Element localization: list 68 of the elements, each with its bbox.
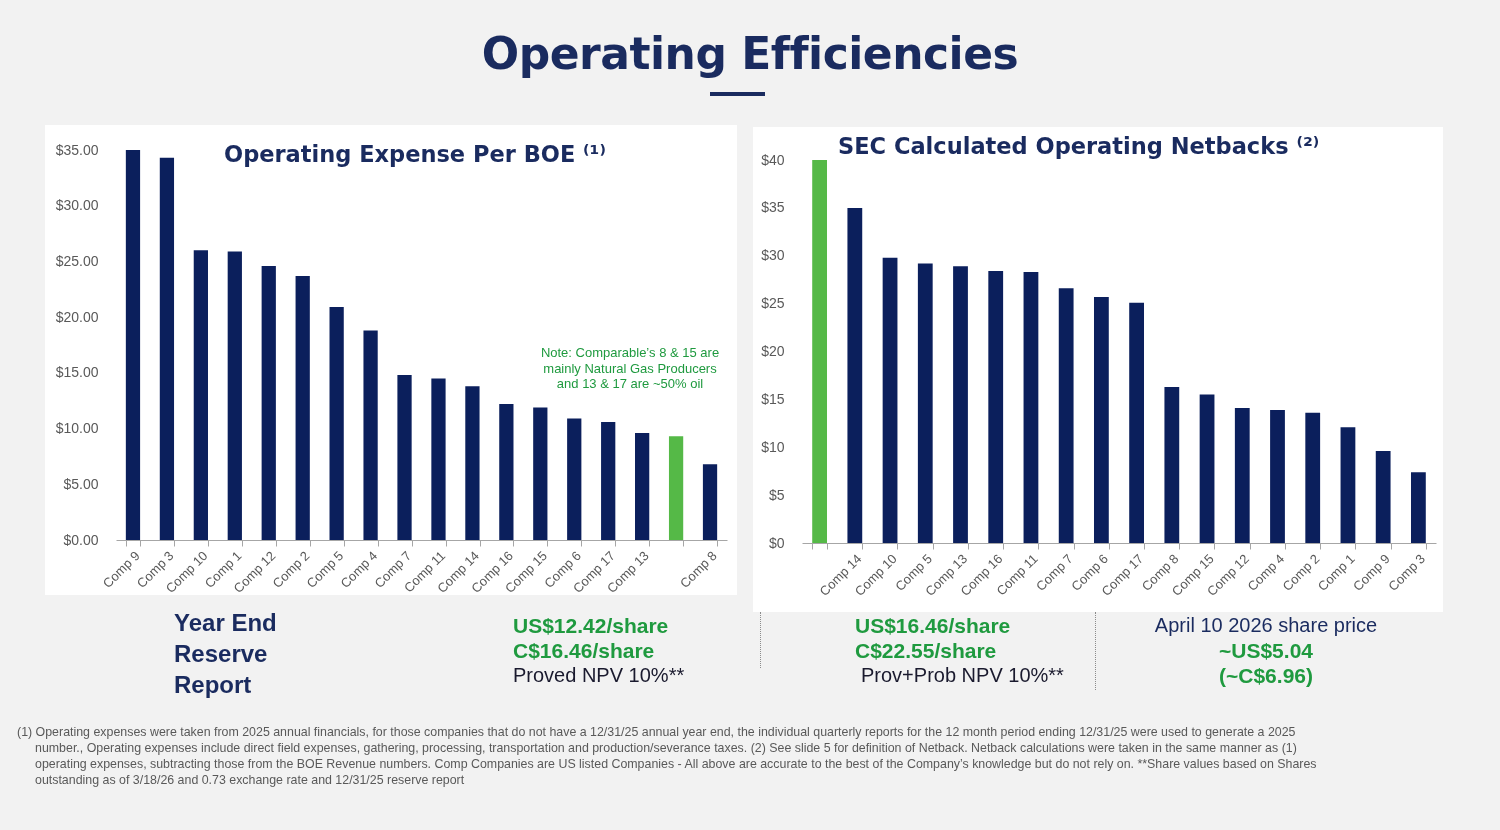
bar	[465, 386, 480, 540]
y-tick-label: $5	[768, 486, 785, 503]
bar	[882, 257, 898, 543]
text: C$22.55/share	[855, 638, 997, 664]
bar	[847, 207, 863, 543]
y-tick-label: $20	[761, 343, 785, 359]
y-tick-label: $0	[768, 534, 785, 551]
text: US$12.42/share	[513, 613, 669, 639]
annotation: Note: Comparable’s 8 & 15 are mainly Natural Gas Producers and 13 & 17 are ~50% oil	[540, 345, 720, 391]
bar	[953, 266, 968, 543]
bar	[1270, 409, 1285, 543]
chart-title: Operating Expense Per BOE ⁽¹⁾	[224, 140, 606, 167]
y-tick-label: $20.00	[55, 308, 99, 325]
y-tick-label: $40	[761, 151, 785, 168]
bar	[329, 307, 344, 540]
y-tick-label: $35	[761, 199, 785, 216]
bar	[159, 157, 175, 540]
y-tick-label: $30	[761, 247, 785, 264]
chart-title: SEC Calculated Operating Netbacks ⁽²⁾	[838, 132, 1320, 159]
bar	[917, 263, 933, 543]
text: Operating Efficiencies	[480, 28, 1020, 81]
bar	[668, 436, 684, 540]
bar	[988, 271, 1004, 543]
bar	[601, 421, 616, 540]
bar	[1129, 302, 1145, 543]
bar	[1305, 412, 1321, 543]
bar	[193, 250, 208, 540]
y-tick-label: $0.00	[63, 531, 99, 548]
bar	[702, 464, 718, 540]
y-tick-label: $35.00	[55, 141, 99, 158]
bar	[533, 407, 548, 540]
bar	[812, 160, 828, 543]
bar	[227, 251, 242, 540]
bar	[1340, 427, 1356, 543]
text: April 10 2026 share price	[1153, 613, 1379, 637]
text: Prov+Prob NPV 10%**	[861, 663, 1064, 687]
text: ~US$5.04	[1218, 638, 1314, 664]
bar	[635, 433, 650, 540]
bar	[499, 404, 514, 540]
text: US$16.46/share	[855, 613, 1011, 639]
y-tick-label: $10.00	[55, 420, 99, 437]
bar	[1375, 451, 1391, 543]
bar	[1410, 472, 1426, 543]
bar	[1164, 386, 1180, 543]
text: (1) Operating expenses were taken from 2025 annual financials, for those companies that do not have a 12/31/25 annual year end, the individual quarterly reports for the 12 month period ending 12/31/25 were used to generate a 2025 number., Operating expenses include direct field expenses, gathering, processing, transportation and production/severance taxes. (2) See slide 5 for definition of Netback. Netback calculations were taken in the same manner as (1) operating expenses, subtracting those from the BOE Revenue numbers. Comp Companies are US listed Companies - All above are accurate to the best of the Company’s knowledge but do not rely on. **Share values based on Shares outstanding as of 3/18/26 and 0.73 exchange rate and 12/31/25 reserve report	[17, 724, 1318, 788]
text: (~C$6.96)	[1218, 663, 1314, 689]
bar	[431, 378, 446, 540]
y-tick-label: $15	[761, 390, 785, 407]
bar	[397, 375, 412, 540]
y-tick-label: $5.00	[63, 475, 99, 492]
y-tick-label: $25.00	[55, 252, 99, 269]
bar	[261, 265, 276, 540]
text: Year End Reserve Report	[174, 608, 278, 700]
bar	[1234, 407, 1250, 543]
bar	[1199, 394, 1215, 543]
bar	[1058, 288, 1074, 543]
text: Proved NPV 10%**	[513, 663, 685, 687]
bar	[567, 418, 582, 540]
bar	[125, 150, 141, 540]
y-tick-label: $15.00	[55, 364, 99, 381]
y-tick-label: $30.00	[55, 197, 99, 214]
bar	[1023, 272, 1039, 543]
y-tick-label: $25	[761, 295, 785, 312]
bar	[295, 275, 310, 540]
bar	[363, 330, 378, 540]
y-tick-label: $10	[761, 438, 785, 455]
bar	[1093, 296, 1109, 543]
text: C$16.46/share	[513, 638, 655, 664]
